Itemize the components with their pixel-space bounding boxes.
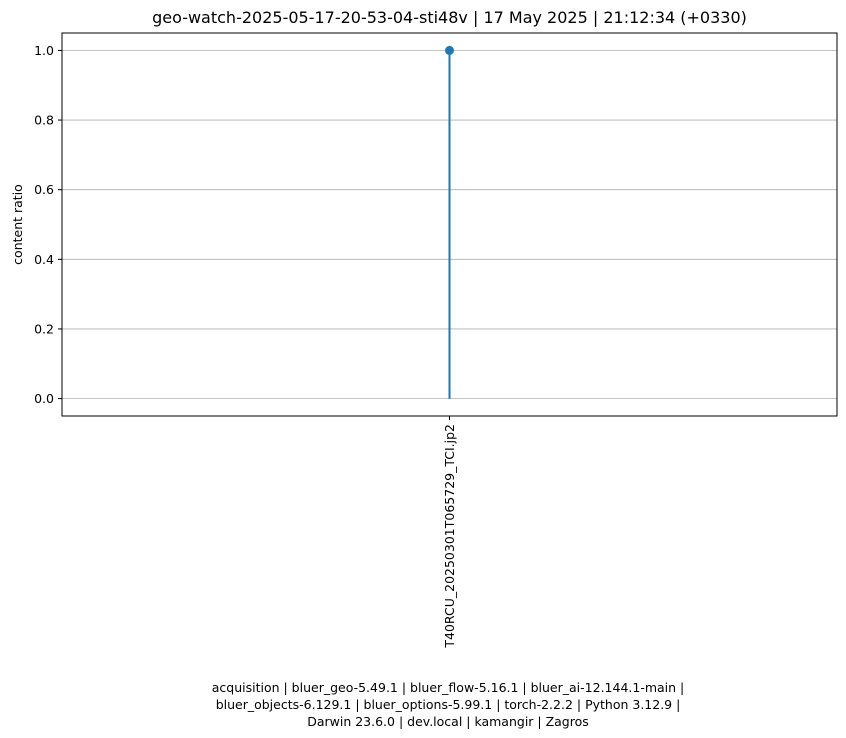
y-tick-label: 0.0 [34, 391, 54, 406]
footer-line: acquisition | bluer_geo-5.49.1 | bluer_f… [211, 680, 685, 695]
y-axis-label: content ratio [10, 184, 25, 265]
plot-area [445, 45, 454, 399]
footer-line: Darwin 23.6.0 | dev.local | kamangir | Z… [307, 714, 589, 729]
stem-marker [445, 45, 454, 55]
y-tick-label: 1.0 [34, 43, 54, 58]
y-tick-label: 0.6 [34, 182, 54, 197]
axes: 0.0 0.2 0.4 0.6 0.8 1.0 T40RCU_20250301T065729… [34, 43, 457, 649]
x-tick-label: T40RCU_20250301T065729_TCI.jp2 [442, 424, 457, 649]
y-tick-label: 0.2 [34, 321, 54, 336]
y-tick-label: 0.8 [34, 113, 54, 128]
footer-caption: acquisition | bluer_geo-5.49.1 | bluer_f… [0, 679, 846, 730]
chart-title: geo-watch-2025-05-17-20-53-04-sti48v | 1… [152, 8, 747, 27]
plot-frame [61, 32, 838, 417]
y-tick-label: 0.4 [34, 252, 54, 267]
footer-line: bluer_objects-6.129.1 | bluer_options-5.… [215, 697, 681, 712]
